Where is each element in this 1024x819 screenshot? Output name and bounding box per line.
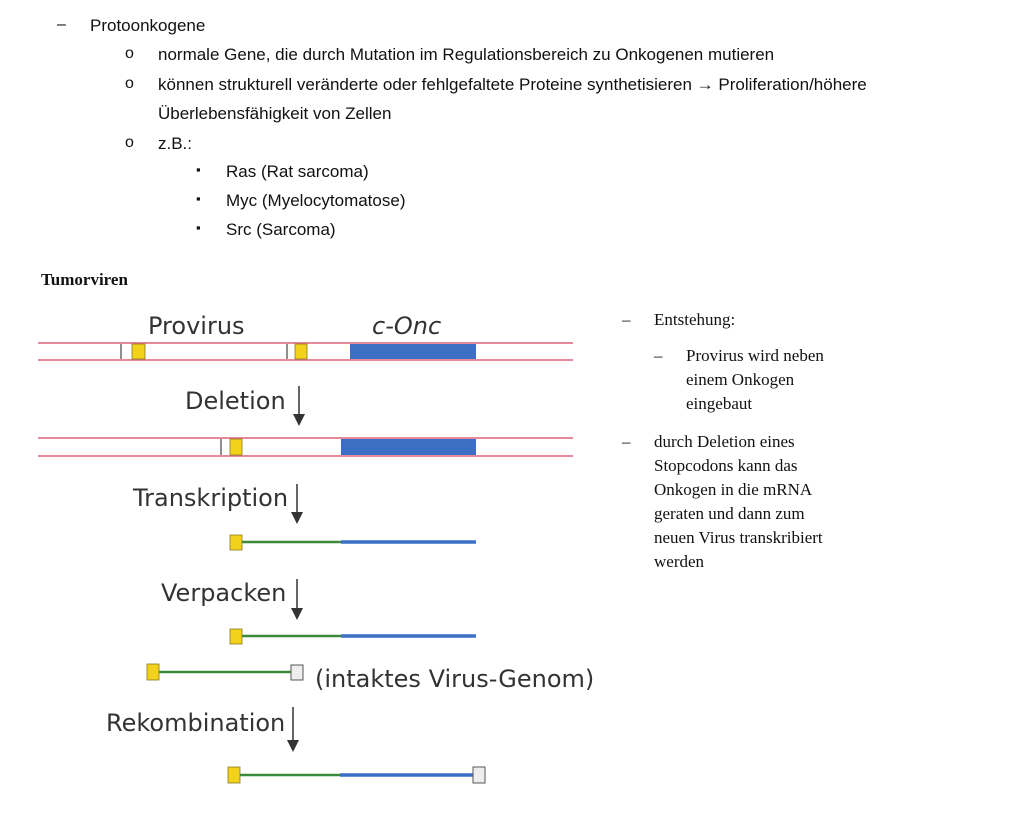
outline-item-2-line1: können strukturell veränderte oder fehlg… [158,75,867,94]
mrna-cap-1 [229,534,243,551]
recombinant-cap [227,766,241,784]
outline-item-2-line2: Überlebensfähigkeit von Zellen [158,104,392,123]
level3-marker-2: ▪ [196,191,201,206]
intact-genome-end [290,664,304,681]
example-ras: Ras (Rat sarcoma) [226,162,369,181]
c-onc-gene-2 [341,439,476,455]
example-src: Src (Sarcoma) [226,220,336,239]
note-deletion-line-5: neuen Virus transkribiert [654,528,823,547]
note-entstehung: Entstehung: [654,310,736,329]
ltr-box-3 [229,438,243,456]
note-deletion-line-4: geraten und dann zum [654,504,805,523]
note-sub-line-1: Provirus wird neben [686,346,824,365]
level2-marker-3: o [125,134,134,151]
ltr-box-2 [294,343,308,360]
level2-marker-2: o [125,75,134,92]
protoonkogene-heading: Protoonkogene [90,16,206,35]
note-sub-line-2: einem Onkogen [686,370,795,389]
step-deletion: Deletion [185,387,286,415]
note-dash-2: – [622,432,631,451]
note-sub-line-3: eingebaut [686,394,753,413]
c-onc-gene-1 [350,344,476,359]
level1-marker: – [57,16,66,33]
tumorviren-heading: Tumorviren [41,270,128,289]
level3-marker-3: ▪ [196,220,201,235]
outline-item-3: z.B.: [158,134,193,153]
note-deletion-line-2: Stopcodons kann das [654,456,798,475]
example-myc: Myc (Myelocytomatose) [226,191,406,210]
intact-genome-cap [146,663,160,681]
label-provirus: Provirus [148,312,245,340]
note-dash-sub: – [654,346,663,365]
step-verpacken: Verpacken [161,579,286,607]
step-rekombination: Rekombination [106,709,285,737]
intact-genome-label: (intaktes Virus-Genom) [315,665,594,693]
outline-item-1: normale Gene, die durch Mutation im Regu… [158,45,775,64]
step-transkription: Transkription [132,484,288,512]
level3-marker-1: ▪ [196,162,201,177]
level2-marker-1: o [125,45,134,62]
recombinant-end [472,766,486,784]
note-deletion-line-6: werden [654,552,705,571]
note-deletion-line-1: durch Deletion eines [654,432,795,451]
ltr-box-1 [131,343,146,360]
outline-section: – Protoonkogene o normale Gene, die durc… [0,0,1024,250]
note-deletion-line-3: Onkogen in die mRNA [654,480,813,499]
label-c-onc: c-Onc [372,312,441,340]
note-dash-1: – [622,310,631,329]
mrna-cap-2 [229,628,243,645]
